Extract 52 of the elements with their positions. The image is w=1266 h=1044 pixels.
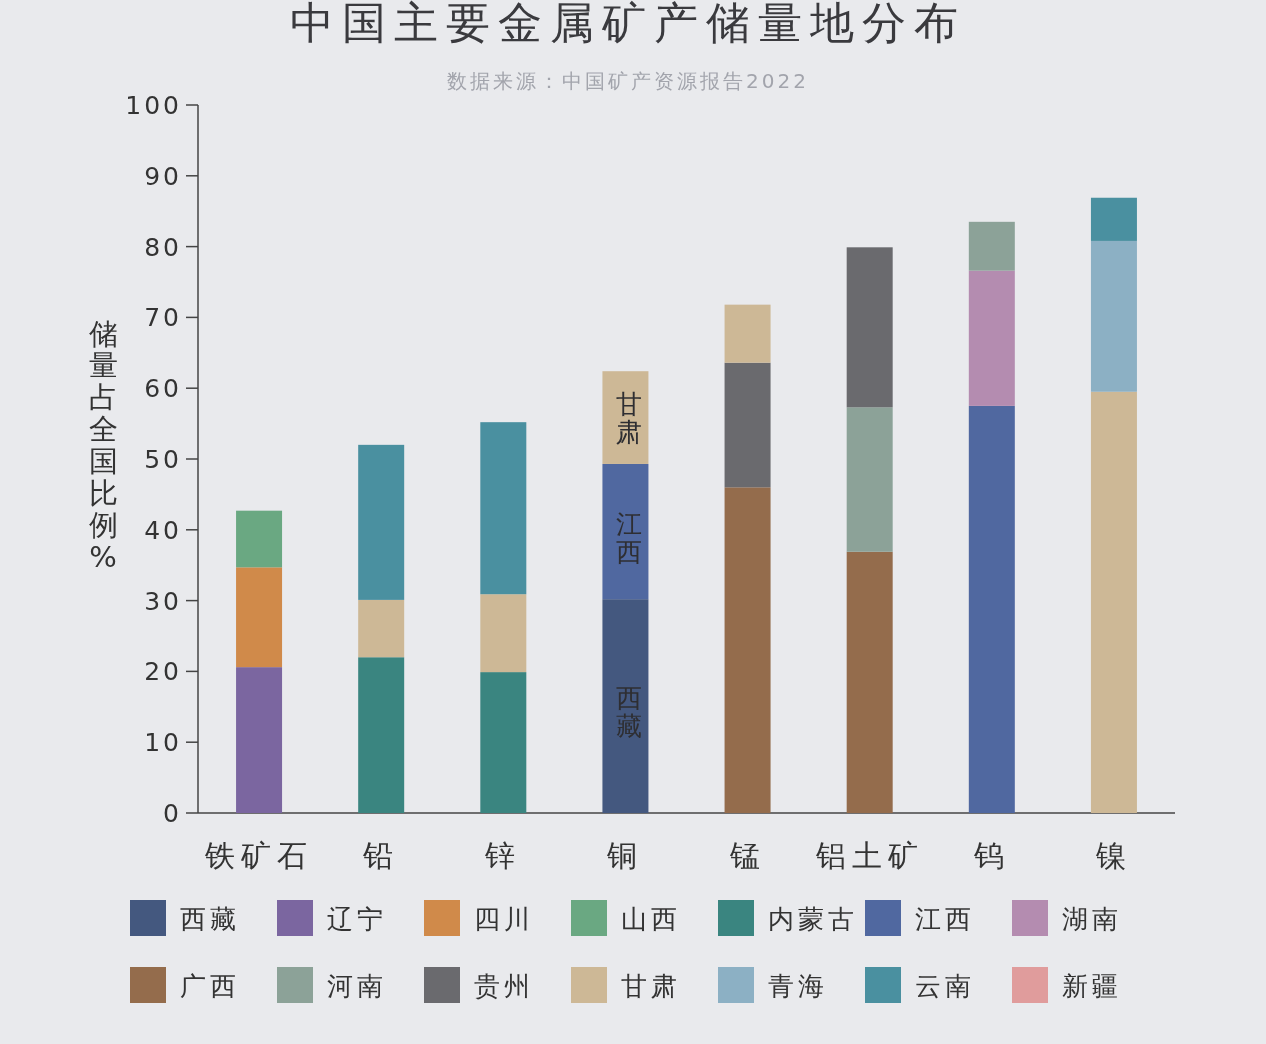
y-axis-title: 储量占全国比例% (88, 316, 118, 574)
annotation: 甘肃 (616, 388, 642, 448)
legend-label: 湖南 (1062, 904, 1122, 934)
legend-label: 四川 (474, 904, 534, 934)
y-tick-label: 0 (163, 799, 182, 828)
y-tick-label: 90 (144, 161, 182, 191)
legend-label: 内蒙古 (768, 904, 858, 934)
bar (846, 247, 893, 408)
x-tick-label: 铝土矿 (814, 838, 924, 873)
y-tick-label: 10 (144, 728, 182, 758)
x-tick-label: 铜 (606, 838, 644, 873)
legend-label: 西藏 (180, 904, 240, 934)
legend-label: 云南 (915, 971, 975, 1001)
y-tick-label: 50 (144, 445, 182, 474)
legend-label: 新疆 (1062, 971, 1122, 1001)
bar (724, 304, 771, 363)
x-tick-label: 镍 (1094, 838, 1132, 873)
bar (846, 551, 893, 813)
y-tick-label: 40 (144, 515, 182, 545)
x-tick-label: 铁矿石 (204, 838, 314, 873)
legend-label: 贵州 (474, 971, 534, 1001)
legend-label: 青海 (768, 971, 828, 1001)
y-tick-label: 60 (144, 374, 182, 404)
x-tick-label: 锌 (484, 838, 522, 873)
y-tick-label: 70 (144, 303, 182, 333)
annotation: 江西 (616, 508, 642, 568)
annotation: 西藏 (616, 682, 642, 742)
chart-title: 中国主要金属矿产储量地分布 (290, 0, 966, 48)
x-tick-label: 钨 (972, 838, 1010, 873)
y-tick-label: 100 (125, 91, 182, 120)
bar (480, 422, 527, 595)
legend-label: 江西 (915, 904, 975, 934)
bar (358, 657, 405, 813)
legend-label: 河南 (327, 971, 387, 1001)
bar (846, 407, 893, 552)
y-tick-label: 30 (144, 586, 182, 616)
bar (1090, 197, 1137, 241)
bar (480, 594, 527, 673)
legend-label: 山西 (621, 904, 681, 934)
bar (724, 362, 771, 488)
y-tick-label: 80 (144, 232, 182, 262)
bar (724, 487, 771, 813)
y-tick-label: 20 (144, 657, 182, 687)
chart-subtitle: 数据来源：中国矿产资源报告2022 (447, 69, 809, 93)
bar (358, 599, 405, 658)
x-tick-label: 铅 (362, 838, 400, 873)
bar (358, 444, 405, 600)
x-tick-label: 锰 (728, 838, 766, 873)
legend-label: 辽宁 (327, 904, 387, 934)
legend-label: 广西 (180, 971, 240, 1001)
bar (480, 672, 527, 813)
legend-label: 甘肃 (621, 971, 681, 1001)
